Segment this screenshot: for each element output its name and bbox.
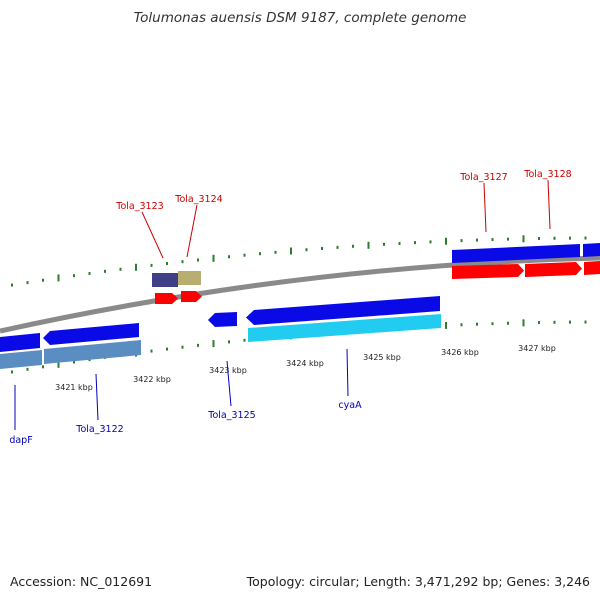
- gene-label-reverse: Tola_3125: [207, 410, 255, 421]
- cds-reverse-dapF: [0, 333, 40, 352]
- feature-box-cyan: [248, 314, 441, 342]
- gene-label-forward: Tola_3123: [115, 201, 163, 212]
- connector-line: [141, 211, 164, 259]
- cds-blue-upper-right-2: [583, 243, 600, 257]
- connector-line: [226, 360, 232, 407]
- connector-line: [186, 204, 198, 258]
- gene-label-forward: Tola_3124: [174, 194, 222, 205]
- cds-forward-tola3124: [181, 291, 202, 302]
- cds-blue-upper-right: [452, 244, 580, 263]
- gene-label-forward: Tola_3127: [459, 172, 507, 183]
- cds-reverse-cyaA: [246, 296, 440, 325]
- kbp-label: 3427 kbp: [518, 344, 556, 353]
- kbp-label: 3422 kbp: [133, 375, 171, 384]
- gene-label-reverse: Tola_3122: [75, 424, 123, 435]
- cds-forward-tola3127: [452, 264, 524, 279]
- gene-label-forward: Tola_3128: [523, 169, 571, 180]
- kbp-label: 3426 kbp: [441, 348, 479, 357]
- upper-tick-row: [11, 235, 587, 287]
- feature-box-purple: [152, 273, 178, 287]
- connector-line: [483, 182, 487, 233]
- feature-box-steel: [44, 340, 141, 364]
- gene-label-reverse: cyaA: [338, 400, 362, 411]
- kbp-label: 3425 kbp: [363, 353, 401, 362]
- cds-forward-tola3123: [155, 293, 178, 304]
- cds-reverse-tola3122: [43, 323, 139, 345]
- connector-line: [547, 179, 551, 230]
- cds-forward-next: [584, 261, 600, 275]
- connector-line: [346, 348, 349, 397]
- kbp-label: 3421 kbp: [55, 383, 93, 392]
- genome-summary-text: Topology: circular; Length: 3,471,292 bp…: [246, 574, 590, 589]
- cds-forward-tola3128: [525, 262, 582, 277]
- genome-backbone: [0, 255, 600, 334]
- feature-box-khaki: [178, 271, 201, 285]
- cds-reverse-tola3125: [208, 312, 237, 327]
- gene-label-reverse: dapF: [9, 435, 32, 446]
- accession-text: Accession: NC_012691: [10, 574, 153, 589]
- kbp-label: 3424 kbp: [286, 359, 324, 368]
- feature-box-steel-left: [0, 350, 42, 369]
- connector-line: [95, 373, 99, 421]
- map-title: Tolumonas auensis DSM 9187, complete gen…: [133, 10, 467, 26]
